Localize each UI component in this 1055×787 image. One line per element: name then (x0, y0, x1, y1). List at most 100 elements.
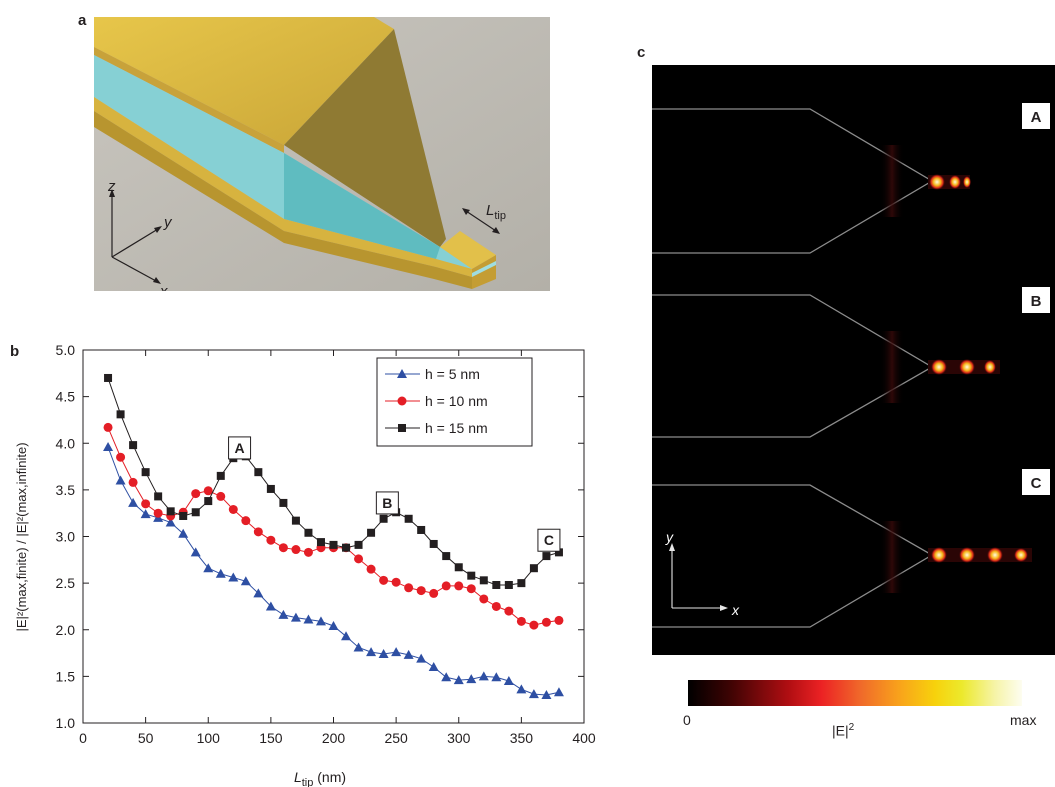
gold-bottom-edge (94, 111, 472, 289)
gold-taper-face (284, 29, 446, 247)
data-point (291, 516, 300, 525)
hotspot-a2 (949, 175, 961, 189)
panel-label-b: b (10, 343, 20, 360)
data-point (216, 471, 225, 480)
x-tick-label: 50 (138, 730, 154, 746)
data-point (316, 538, 325, 547)
hotspot-a3 (963, 176, 971, 188)
data-point (266, 484, 275, 493)
y-tick-label: 5.0 (56, 342, 76, 358)
data-point (304, 528, 313, 537)
coordinate-axes (109, 189, 162, 284)
x-tick-label: 300 (447, 730, 471, 746)
x-tick-label: 150 (259, 730, 283, 746)
data-point (454, 563, 463, 572)
y-tick-label: 4.0 (56, 435, 76, 451)
data-point (404, 583, 414, 593)
data-point (366, 564, 376, 574)
hotspot-c1 (931, 547, 947, 563)
data-point (466, 674, 477, 684)
data-point (191, 489, 201, 499)
data-point (253, 527, 263, 537)
data-point (391, 647, 402, 657)
series-line-1 (107, 427, 560, 626)
axis-z-label: z (107, 178, 116, 195)
data-point (303, 614, 314, 624)
data-point (492, 580, 501, 589)
data-point (165, 517, 176, 527)
x-tick-label: 200 (322, 730, 346, 746)
series-group (103, 373, 564, 700)
data-point (253, 588, 264, 598)
data-point (541, 617, 551, 627)
y-tick-label: 4.5 (56, 389, 76, 405)
glow-a (880, 145, 904, 217)
hotspot-c3 (987, 547, 1003, 563)
y-tick-label: 3.5 (56, 482, 76, 498)
data-point (529, 564, 538, 573)
data-point (453, 675, 464, 685)
x-axis-label: Ltip (nm) (294, 769, 346, 787)
legend-marker (398, 424, 406, 432)
data-point (417, 525, 426, 534)
hotspot-a1 (929, 174, 945, 190)
data-point (354, 540, 363, 549)
label-c: C (1031, 475, 1042, 492)
gold-top-layer (94, 17, 394, 145)
panel-label-c: c (637, 44, 646, 61)
data-point (528, 689, 539, 699)
data-point (503, 676, 514, 686)
axis-x-label: x (159, 283, 168, 291)
data-point (328, 621, 339, 631)
x-tick-label: 250 (384, 730, 408, 746)
y-tick-label: 1.5 (56, 668, 76, 684)
tip-dielectric (472, 261, 496, 277)
data-point (216, 491, 226, 501)
colorbar-max-label: max (1010, 712, 1037, 728)
data-point (342, 543, 351, 552)
legend-label: h = 15 nm (425, 420, 488, 436)
annotation-box (537, 528, 561, 552)
field-maps: A B C (652, 65, 1055, 655)
hotspot-b3 (984, 360, 996, 374)
tip-c (928, 548, 1032, 562)
dielectric-taper-face (284, 153, 440, 259)
data-point (466, 584, 476, 594)
y-tick-label: 1.0 (56, 715, 76, 731)
field-map-c: C (652, 469, 1050, 628)
data-point (278, 543, 288, 553)
data-point (542, 552, 551, 561)
data-point (379, 514, 388, 523)
legend-label: h = 10 nm (425, 393, 488, 409)
data-point (441, 581, 451, 591)
data-point (154, 492, 163, 501)
data-point (354, 554, 364, 564)
data-point (116, 410, 125, 419)
axis-ticks: 0 50 100 150 200 250 300 350 400 1.0 1.5 2.0 2.5 3.0 3… (56, 342, 596, 746)
annotation-label: B (382, 495, 392, 511)
data-point (290, 612, 301, 622)
data-point (103, 422, 113, 432)
data-point (403, 649, 414, 659)
waveguide-rendering: z y x Ltip (94, 17, 550, 291)
data-point (429, 539, 438, 548)
y-tick-label: 2.0 (56, 622, 76, 638)
colorbar-quantity-label: |E|2 (832, 722, 855, 739)
data-point (141, 468, 150, 477)
data-point (203, 563, 214, 573)
hotspot-b2 (959, 359, 975, 375)
annotation-label: C (544, 532, 554, 548)
label-box-b (1022, 287, 1050, 313)
label-box-a (1022, 103, 1050, 129)
y-tick-label: 2.5 (56, 575, 76, 591)
glow-b (880, 331, 904, 403)
label-b: B (1031, 293, 1042, 310)
data-point (278, 609, 289, 619)
legend: h = 5 nm h = 10 nm h = 15 nm (376, 357, 533, 447)
data-point (479, 594, 489, 604)
data-point (129, 441, 138, 450)
data-point (279, 498, 288, 507)
annotation-box (375, 491, 399, 515)
glow-c (880, 521, 904, 593)
data-point (491, 601, 501, 611)
